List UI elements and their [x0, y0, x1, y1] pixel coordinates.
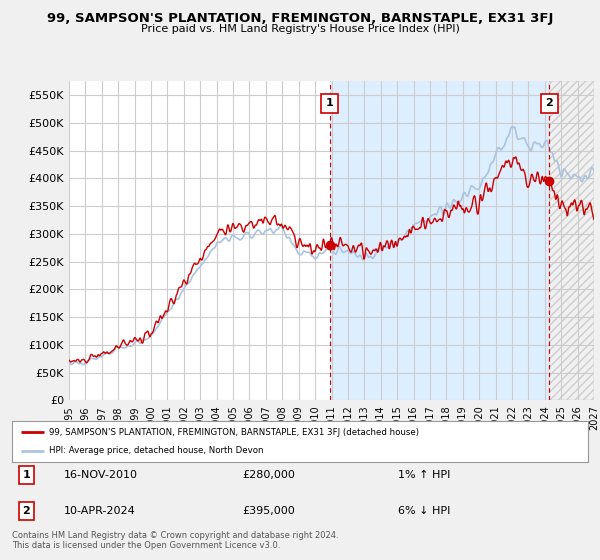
Text: 6% ↓ HPI: 6% ↓ HPI — [398, 506, 450, 516]
Text: 1: 1 — [23, 470, 30, 480]
Text: 99, SAMPSON'S PLANTATION, FREMINGTON, BARNSTAPLE, EX31 3FJ: 99, SAMPSON'S PLANTATION, FREMINGTON, BA… — [47, 12, 553, 25]
Bar — [329, 81, 549, 400]
Text: Contains HM Land Registry data © Crown copyright and database right 2024.
This d: Contains HM Land Registry data © Crown c… — [12, 531, 338, 550]
Text: 2: 2 — [545, 99, 553, 109]
Bar — [549, 81, 594, 400]
Text: 10-APR-2024: 10-APR-2024 — [64, 506, 136, 516]
Text: £395,000: £395,000 — [242, 506, 295, 516]
Text: 2: 2 — [23, 506, 30, 516]
Text: 99, SAMPSON'S PLANTATION, FREMINGTON, BARNSTAPLE, EX31 3FJ (detached house): 99, SAMPSON'S PLANTATION, FREMINGTON, BA… — [49, 428, 419, 437]
Text: Price paid vs. HM Land Registry's House Price Index (HPI): Price paid vs. HM Land Registry's House … — [140, 24, 460, 34]
Text: 1: 1 — [326, 99, 334, 109]
Text: £280,000: £280,000 — [242, 470, 295, 480]
Text: 16-NOV-2010: 16-NOV-2010 — [64, 470, 138, 480]
Text: HPI: Average price, detached house, North Devon: HPI: Average price, detached house, Nort… — [49, 446, 264, 455]
Text: 1% ↑ HPI: 1% ↑ HPI — [398, 470, 450, 480]
